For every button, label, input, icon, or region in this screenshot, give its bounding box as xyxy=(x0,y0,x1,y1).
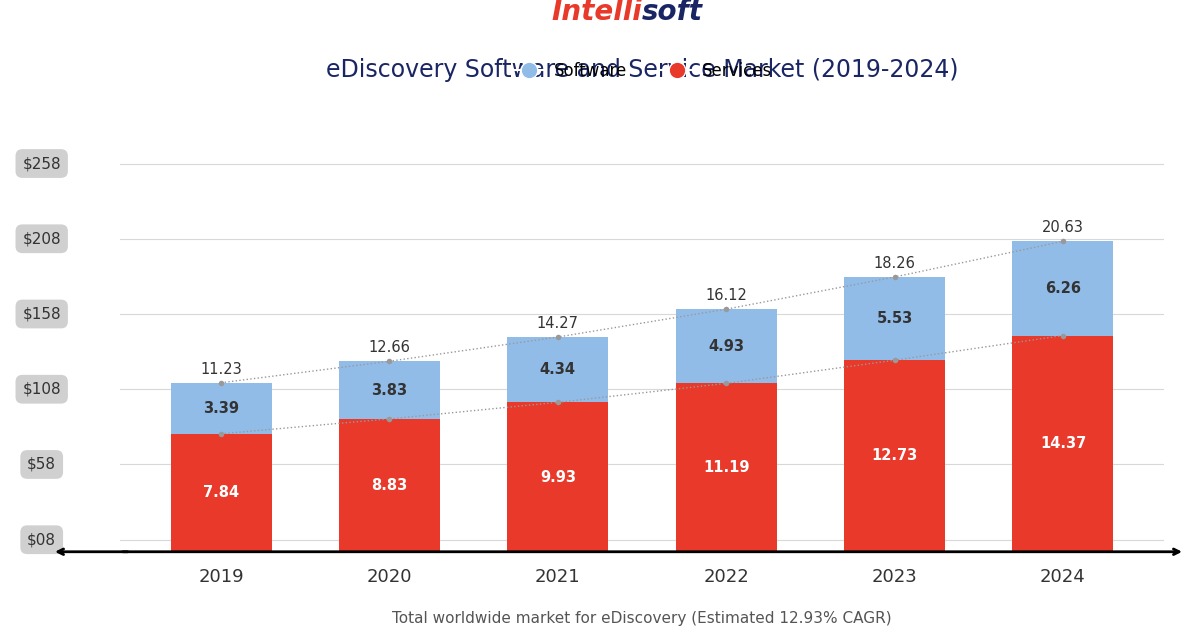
Text: $108: $108 xyxy=(23,382,61,397)
Text: 4.34: 4.34 xyxy=(540,362,576,377)
Text: soft: soft xyxy=(642,0,703,26)
Text: 3.83: 3.83 xyxy=(371,382,408,398)
Text: 5.53: 5.53 xyxy=(876,311,913,326)
Text: $08: $08 xyxy=(28,532,56,547)
Text: 8.83: 8.83 xyxy=(371,478,408,493)
X-axis label: Total worldwide market for eDiscovery (Estimated 12.93% CAGR): Total worldwide market for eDiscovery (E… xyxy=(392,611,892,626)
Text: $258: $258 xyxy=(23,156,61,171)
Bar xyxy=(676,383,776,552)
Bar xyxy=(508,403,608,552)
Text: 3.39: 3.39 xyxy=(203,401,239,416)
Text: $158: $158 xyxy=(23,307,61,322)
Text: 4.93: 4.93 xyxy=(708,339,744,354)
Bar xyxy=(1013,335,1114,552)
Legend: Software, Services: Software, Services xyxy=(505,55,779,87)
Text: 14.27: 14.27 xyxy=(536,316,578,331)
Text: Intelli: Intelli xyxy=(551,0,642,26)
Text: 9.93: 9.93 xyxy=(540,470,576,485)
Bar xyxy=(844,360,946,552)
Text: 20.63: 20.63 xyxy=(1042,220,1084,235)
Bar xyxy=(1013,241,1114,335)
Text: 11.19: 11.19 xyxy=(703,460,750,475)
Text: 12.73: 12.73 xyxy=(871,448,918,463)
Text: 11.23: 11.23 xyxy=(200,362,242,377)
Text: eDiscovery Software and Service Market (2019-2024): eDiscovery Software and Service Market (… xyxy=(325,58,959,82)
Bar xyxy=(338,419,440,552)
Text: 7.84: 7.84 xyxy=(203,485,239,500)
Text: 16.12: 16.12 xyxy=(706,288,748,303)
Text: 12.66: 12.66 xyxy=(368,340,410,356)
Text: 14.37: 14.37 xyxy=(1040,436,1086,451)
Bar xyxy=(676,309,776,383)
Text: 6.26: 6.26 xyxy=(1045,281,1081,296)
Text: $208: $208 xyxy=(23,231,61,246)
Bar xyxy=(508,337,608,403)
Text: 18.26: 18.26 xyxy=(874,256,916,271)
Bar xyxy=(338,361,440,419)
Bar xyxy=(170,434,271,552)
Bar xyxy=(170,382,271,434)
Bar xyxy=(844,277,946,360)
Text: $58: $58 xyxy=(28,457,56,472)
